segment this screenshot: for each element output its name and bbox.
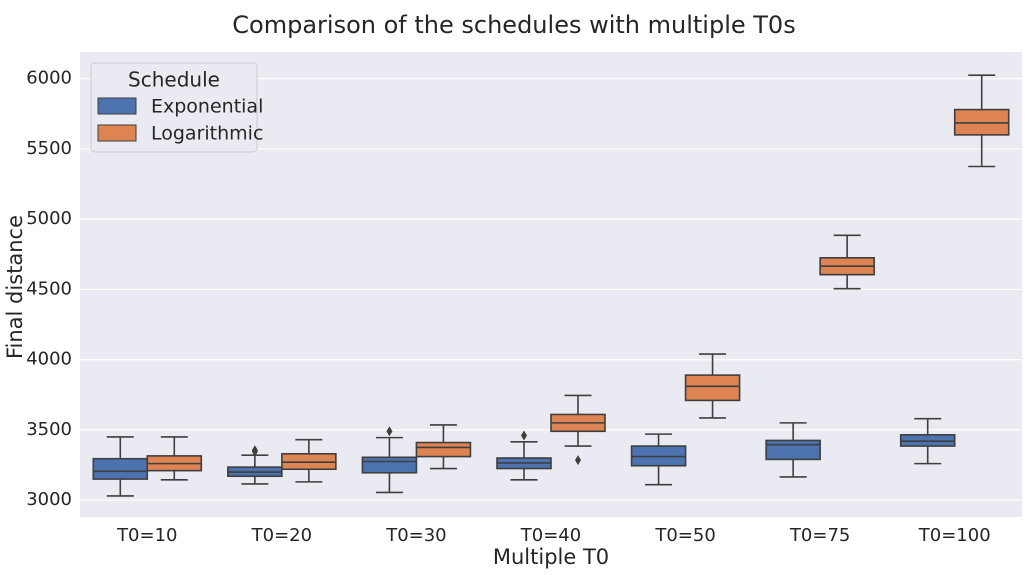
x-tick-label: T0=40	[520, 525, 581, 546]
box-iqr	[92, 457, 149, 480]
chart-title: Comparison of the schedules with multipl…	[232, 11, 795, 39]
box-logarithmic-t040	[550, 394, 606, 466]
box-exponential-t030	[361, 426, 418, 494]
y-tick-label: 3500	[26, 419, 72, 440]
x-tick-label: T0=50	[654, 525, 715, 546]
box-logarithmic-t010	[146, 436, 203, 481]
box-exponential-t010	[92, 436, 149, 497]
y-tick-labels: 3000 3500 4000 4500 5000 5500 6000	[26, 68, 72, 510]
x-tick-label: T0=20	[251, 525, 312, 546]
box-iqr	[361, 456, 418, 474]
legend-label-exponential: Exponential	[151, 96, 263, 118]
outlier-point	[386, 426, 393, 437]
box-exponential-t075	[765, 422, 821, 478]
y-tick-label: 5500	[26, 138, 72, 159]
x-tick-label: T0=10	[116, 525, 177, 546]
box-logarithmic-t050	[684, 353, 741, 419]
legend: Schedule Exponential Logarithmic	[90, 62, 263, 153]
y-tick-label: 4500	[26, 278, 72, 299]
legend-label-logarithmic: Logarithmic	[151, 123, 263, 145]
x-tick-label: T0=75	[789, 525, 850, 546]
y-tick-label: 4000	[26, 349, 72, 370]
x-axis-title: Multiple T0	[493, 545, 609, 569]
box-exponential-t050	[630, 433, 687, 486]
outlier-point	[251, 445, 258, 456]
outlier-point	[575, 455, 581, 466]
y-tick-label: 5000	[26, 208, 72, 229]
y-tick-label: 3000	[26, 489, 72, 510]
x-tick-label: T0=100	[918, 525, 991, 546]
box-iqr	[415, 441, 472, 458]
box-exponential-t020	[227, 445, 283, 485]
legend-title: Schedule	[128, 68, 220, 92]
outlier-point	[521, 430, 527, 441]
box-logarithmic-t0100	[953, 74, 1010, 168]
x-tick-label: T0=30	[385, 525, 446, 546]
box-logarithmic-t075	[819, 234, 875, 290]
x-tick-labels: T0=10 T0=20 T0=30 T0=40 T0=50 T0=75 T0=100	[116, 525, 991, 546]
box-exponential-t0100	[899, 417, 956, 465]
box-logarithmic-t020	[281, 438, 337, 483]
box-logarithmic-t030	[415, 424, 472, 470]
box-exponential-t040	[496, 430, 552, 481]
legend-swatch-logarithmic	[97, 124, 137, 142]
boxes	[92, 74, 1010, 497]
y-tick-label: 6000	[26, 68, 72, 89]
box-iqr	[684, 374, 741, 402]
y-axis-title: Final distance	[3, 215, 27, 359]
box-iqr	[765, 439, 821, 461]
legend-swatch-exponential	[97, 97, 137, 115]
